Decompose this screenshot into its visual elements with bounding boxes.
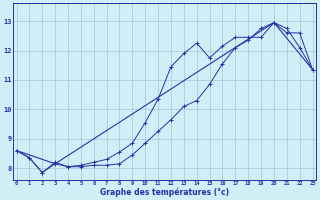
X-axis label: Graphe des températures (°c): Graphe des températures (°c) xyxy=(100,187,229,197)
